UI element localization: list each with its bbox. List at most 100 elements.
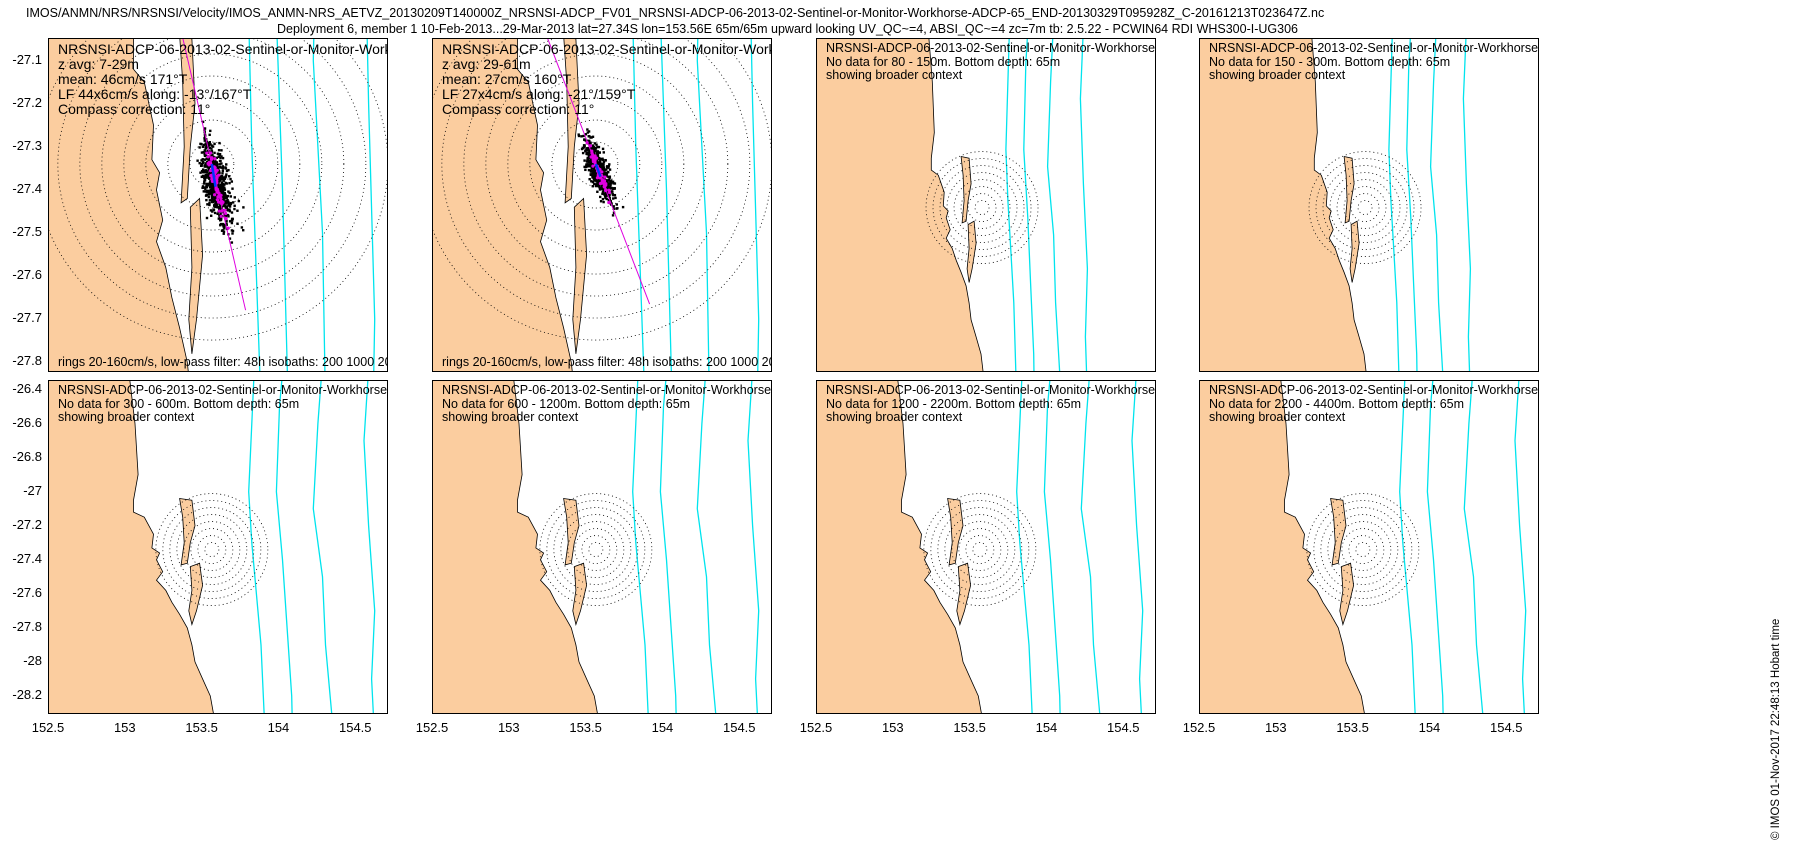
scatter-point xyxy=(605,197,608,201)
scatter-point xyxy=(220,162,223,165)
scatter-point xyxy=(201,120,205,124)
scatter-point xyxy=(600,186,604,189)
scatter-point xyxy=(225,169,229,173)
scatter-point xyxy=(217,205,220,209)
island-polygon xyxy=(956,562,972,626)
figure-title-line-1: IMOS/ANMN/NRS/NRSNSI/Velocity/IMOS_ANMN-… xyxy=(26,6,1325,20)
velocity-ring xyxy=(932,158,1032,257)
y-tick-label: -27.5 xyxy=(12,224,42,240)
scatter-point xyxy=(236,222,239,225)
scatter-point xyxy=(602,192,606,196)
isobath-line xyxy=(1005,39,1017,371)
island-polygon xyxy=(1339,562,1355,626)
scatter-point xyxy=(209,182,213,185)
lowpass-point xyxy=(215,175,219,180)
scatter-point xyxy=(199,164,203,167)
scatter-point xyxy=(205,142,208,145)
lowpass-point xyxy=(607,200,611,205)
annotation-line: mean: 46cm/s 171°T xyxy=(58,71,188,87)
x-tick-label: 154.5 xyxy=(338,720,372,735)
scatter-point xyxy=(597,183,600,186)
x-tick-label: 152.5 xyxy=(31,720,65,735)
scatter-point xyxy=(208,159,211,162)
scatter-point xyxy=(586,128,589,131)
scatter-point xyxy=(198,146,201,149)
scatter-point xyxy=(214,200,218,204)
scatter-point xyxy=(581,146,585,150)
scatter-point xyxy=(212,198,216,202)
scatter-point xyxy=(589,141,592,144)
velocity-ring xyxy=(573,141,619,187)
scatter-point xyxy=(228,220,232,223)
isobath-line xyxy=(1046,39,1061,371)
panel-annotation: NRSNSI-ADCP-06-2013-02-Sentinel-or-Monit… xyxy=(58,383,387,425)
scatter-point xyxy=(204,176,208,179)
scatter-point xyxy=(594,183,598,186)
x-tick-label: 153 xyxy=(1264,720,1287,735)
scatter-point xyxy=(217,178,221,181)
scatter-point xyxy=(209,143,212,146)
island-polygon xyxy=(966,220,977,283)
scatter-point xyxy=(613,187,616,190)
scatter-point xyxy=(615,203,618,206)
scatter-point xyxy=(591,180,595,184)
scatter-point xyxy=(213,191,217,194)
velocity-ring xyxy=(930,500,1030,599)
island-polygon xyxy=(1343,155,1355,224)
scatter-point xyxy=(205,186,209,189)
scatter-point xyxy=(601,190,605,193)
lowpass-point xyxy=(217,209,221,213)
isobath-line xyxy=(750,39,760,371)
scatter-point xyxy=(611,193,614,196)
lowpass-point xyxy=(213,193,217,197)
land-polygon xyxy=(1200,381,1365,713)
annotation-line: showing broader context xyxy=(442,410,579,424)
y-tick-label: -27.8 xyxy=(12,353,42,369)
scatter-point xyxy=(222,224,225,227)
scatter-point xyxy=(606,183,610,187)
scatter-point xyxy=(212,208,216,211)
x-tick-label: 152.5 xyxy=(799,720,833,735)
scatter-point xyxy=(214,159,217,162)
isobath-line xyxy=(1043,381,1061,713)
scatter-point xyxy=(211,186,214,189)
scatter-point xyxy=(204,165,208,168)
scatter-point xyxy=(585,160,589,163)
scatter-point xyxy=(220,166,223,169)
x-tick-label: 153.5 xyxy=(1336,720,1369,735)
scatter-point xyxy=(210,153,213,156)
scatter-point xyxy=(577,134,581,138)
scatter-point xyxy=(205,157,208,160)
chart-panel-7: NRSNSI-ADCP-06-2013-02-Sentinel-or-Monit… xyxy=(816,380,1156,714)
scatter-point xyxy=(225,223,228,227)
scatter-point xyxy=(609,183,612,187)
x-tick-label: 154 xyxy=(1418,720,1441,735)
scatter-point xyxy=(581,151,585,155)
annotation-line: showing broader context xyxy=(58,410,195,424)
scatter-point xyxy=(225,173,228,176)
y-tick-label: -26.6 xyxy=(12,414,42,430)
scatter-point xyxy=(196,159,199,162)
scatter-point xyxy=(602,151,605,154)
scatter-point xyxy=(226,194,230,198)
island-polygon xyxy=(563,39,580,204)
isobath-line xyxy=(1463,381,1484,713)
scatter-point xyxy=(608,163,611,166)
island-polygon xyxy=(179,498,196,566)
scatter-point xyxy=(616,207,619,210)
scatter-point xyxy=(220,155,223,158)
scatter-point xyxy=(231,201,235,204)
velocity-ring xyxy=(1343,186,1387,229)
velocity-ring xyxy=(553,507,639,592)
scatter-point xyxy=(203,149,206,152)
scatter-point xyxy=(209,209,213,212)
scatter-point xyxy=(591,185,594,188)
land-polygon xyxy=(49,381,214,713)
scatter-point xyxy=(221,222,225,226)
scatter-point xyxy=(200,175,204,179)
scatter-point xyxy=(228,208,231,211)
scatter-point xyxy=(214,161,217,164)
lowpass-point xyxy=(595,176,600,180)
scatter-point xyxy=(211,160,215,164)
velocity-ring xyxy=(546,500,646,599)
